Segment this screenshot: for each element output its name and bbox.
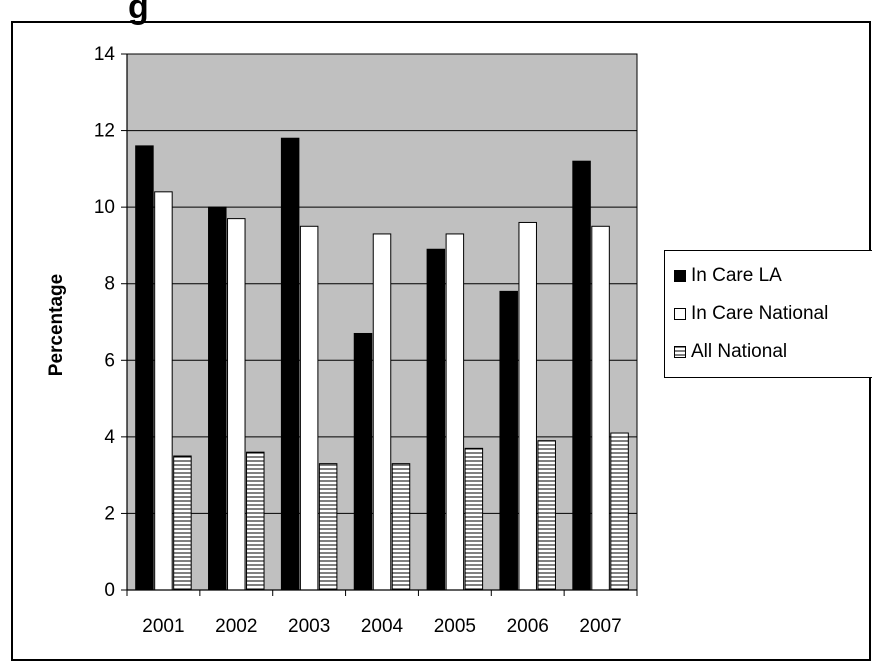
x-tick-label: 2007 — [579, 616, 621, 637]
legend-label: In Care LA — [691, 265, 782, 286]
legend-item-all-national: All National — [674, 339, 787, 365]
y-axis-label: Percentage — [46, 274, 67, 376]
bar-in-care-la-2007 — [572, 160, 591, 591]
x-tick-label: 2002 — [215, 616, 257, 637]
x-tick-label: 2001 — [142, 616, 184, 637]
bar-in-care-national-2004 — [372, 233, 392, 591]
bar-in-care-national-2002 — [227, 218, 246, 591]
bar-in-care-la-2004 — [353, 332, 373, 591]
legend-item-in-care-national: In Care National — [674, 301, 828, 327]
bar-in-care-la-2005 — [426, 248, 446, 591]
bar-in-care-la-2002 — [208, 206, 227, 591]
y-tick-label: 12 — [94, 121, 115, 142]
chart-legend: In Care LA In Care National All National — [664, 250, 872, 378]
y-tick-label: 4 — [104, 427, 115, 448]
bar-in-care-national-2005 — [445, 233, 465, 591]
y-tick-label: 2 — [104, 503, 115, 524]
bar-all-national-2001 — [173, 455, 192, 591]
bar-in-care-la-2003 — [280, 137, 300, 591]
legend-swatch-all-national — [674, 346, 686, 358]
bar-in-care-national-2003 — [299, 225, 319, 591]
x-tick-label: 2003 — [288, 616, 330, 637]
legend-label: All National — [691, 341, 788, 362]
y-tick-label: 6 — [104, 350, 115, 371]
bar-in-care-national-2006 — [518, 221, 537, 591]
bar-all-national-2007 — [610, 432, 629, 591]
bar-all-national-2005 — [464, 447, 484, 591]
bar-all-national-2003 — [318, 463, 338, 591]
legend-item-in-care-la: In Care LA — [674, 263, 782, 289]
bar-all-national-2004 — [391, 463, 411, 591]
bar-in-care-la-2006 — [499, 290, 518, 591]
legend-swatch-in-care-la — [674, 270, 686, 282]
chart-title: g — [128, 0, 149, 26]
bar-all-national-2006 — [537, 440, 556, 591]
x-tick-label: 2005 — [434, 616, 476, 637]
bar-in-care-national-2001 — [154, 191, 173, 591]
x-tick-label: 2006 — [507, 616, 549, 637]
legend-swatch-in-care-national — [674, 308, 686, 320]
y-tick-label: 10 — [94, 197, 115, 218]
bar-in-care-national-2007 — [591, 225, 610, 591]
x-tick-label: 2004 — [361, 616, 404, 637]
bar-all-national-2002 — [246, 451, 265, 591]
legend-label: In Care National — [691, 303, 829, 324]
bar-in-care-la-2001 — [135, 145, 154, 591]
y-tick-label: 0 — [104, 580, 115, 601]
y-tick-label: 8 — [104, 274, 115, 295]
y-tick-label: 14 — [94, 44, 116, 65]
